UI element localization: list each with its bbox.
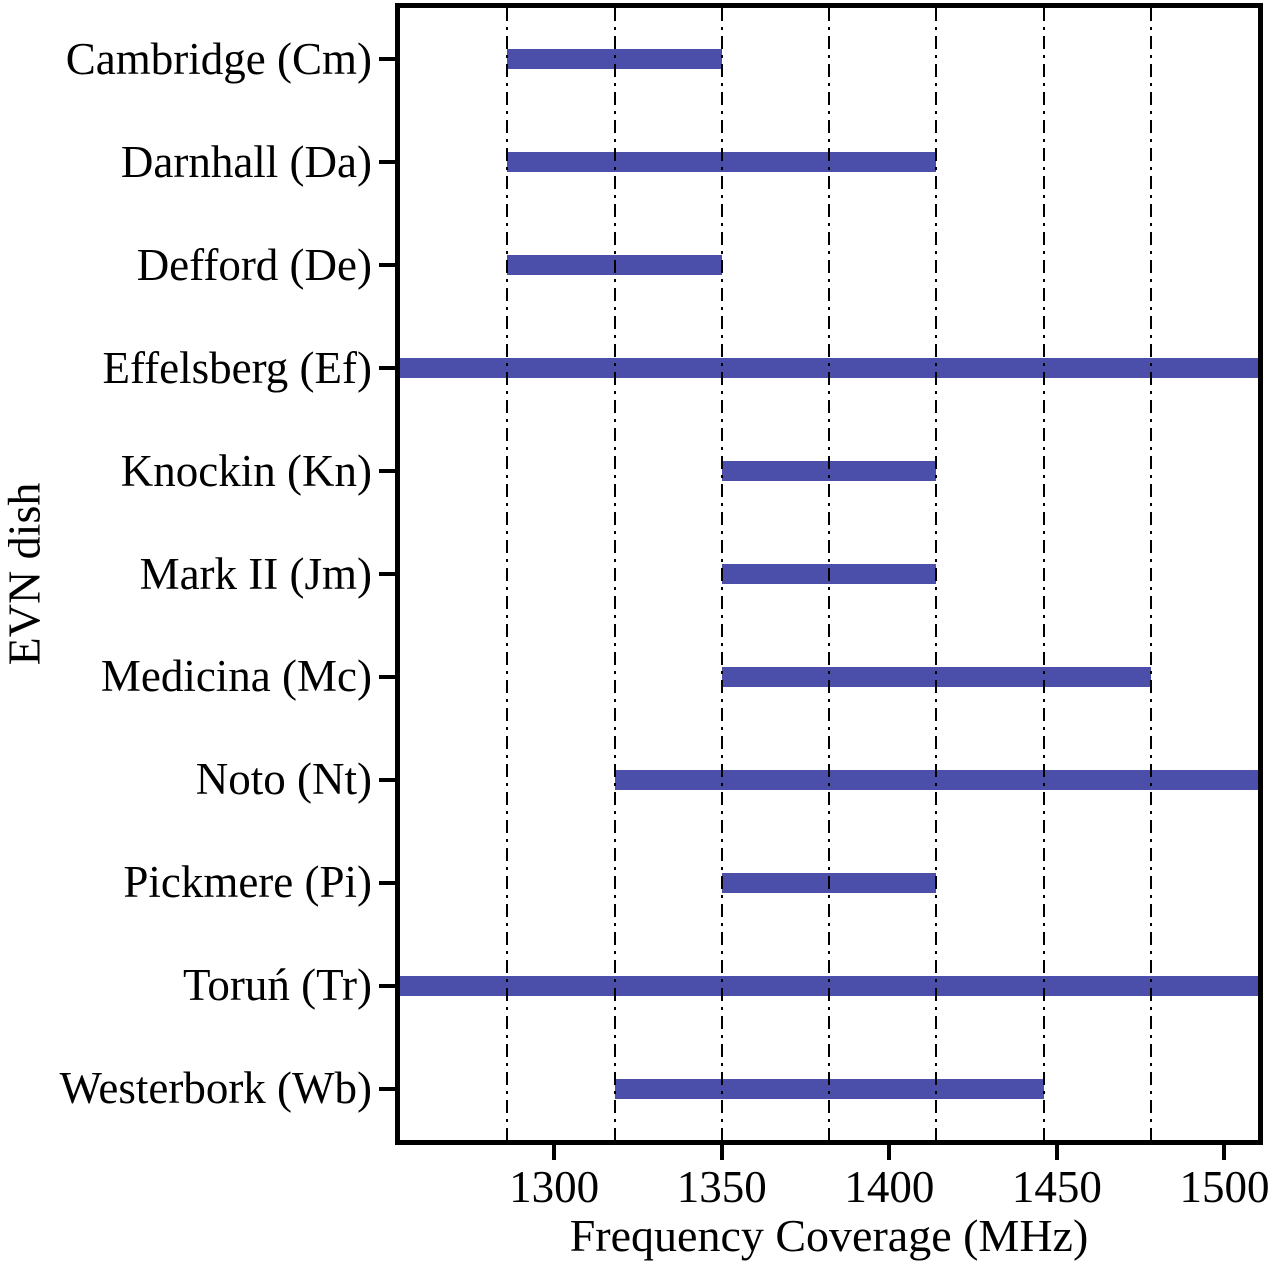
gridline-1318mhz — [613, 8, 616, 1140]
xtick-label-1350: 1350 — [676, 1162, 767, 1212]
xtick-mark-1450 — [1054, 1140, 1059, 1160]
xtick-mark-1300 — [552, 1140, 557, 1160]
x-axis-label: Frequency Coverage (MHz) — [569, 1210, 1089, 1261]
plot-area — [395, 3, 1263, 1145]
ytick-label-pickmere-pi: Pickmere (Pi) — [123, 857, 372, 908]
ytick-label-cambridge-cm: Cambridge (Cm) — [65, 34, 372, 84]
gridline-1382mhz — [828, 8, 830, 1140]
ytick-mark-toru-tr — [379, 983, 395, 988]
ytick-mark-darnhall-da — [379, 160, 395, 165]
xtick-label-1400: 1400 — [844, 1162, 935, 1212]
ytick-label-darnhall-da: Darnhall (Da) — [120, 136, 372, 187]
ytick-label-medicina-mc: Medicina (Mc) — [100, 651, 372, 702]
ytick-mark-medicina-mc — [379, 674, 395, 679]
ytick-mark-cambridge-cm — [379, 57, 395, 62]
ytick-label-toru-tr: Toruń (Tr) — [183, 960, 372, 1011]
ytick-label-effelsberg-ef: Effelsberg (Ef) — [102, 342, 372, 393]
xtick-label-1500: 1500 — [1179, 1162, 1270, 1212]
ytick-label-defford-de: Defford (De) — [136, 239, 372, 290]
xtick-mark-1400 — [887, 1140, 892, 1160]
gridline-1350mhz — [720, 8, 723, 1140]
ytick-mark-effelsberg-ef — [379, 366, 395, 371]
xtick-mark-1350 — [719, 1140, 724, 1160]
ytick-label-mark-ii-jm: Mark II (Jm) — [139, 548, 372, 599]
ytick-mark-defford-de — [379, 263, 395, 268]
gridline-1414mhz — [935, 8, 938, 1140]
ytick-label-noto-nt: Noto (Nt) — [195, 754, 372, 805]
ytick-mark-pickmere-pi — [379, 880, 395, 885]
ytick-mark-noto-nt — [379, 777, 395, 782]
gridline-1286mhz — [506, 8, 509, 1140]
ytick-label-westerbork-wb: Westerbork (Wb) — [59, 1063, 373, 1114]
ytick-label-knockin-kn: Knockin (Kn) — [120, 445, 372, 496]
ytick-mark-mark-ii-jm — [379, 572, 395, 576]
ytick-mark-westerbork-wb — [379, 1086, 395, 1091]
gridline-1478mhz — [1149, 8, 1152, 1140]
ytick-mark-knockin-kn — [379, 469, 395, 474]
xtick-label-1300: 1300 — [509, 1162, 600, 1212]
gridline-1446mhz — [1042, 8, 1045, 1140]
xtick-label-1450: 1450 — [1011, 1162, 1102, 1212]
xtick-mark-1500 — [1222, 1140, 1227, 1160]
